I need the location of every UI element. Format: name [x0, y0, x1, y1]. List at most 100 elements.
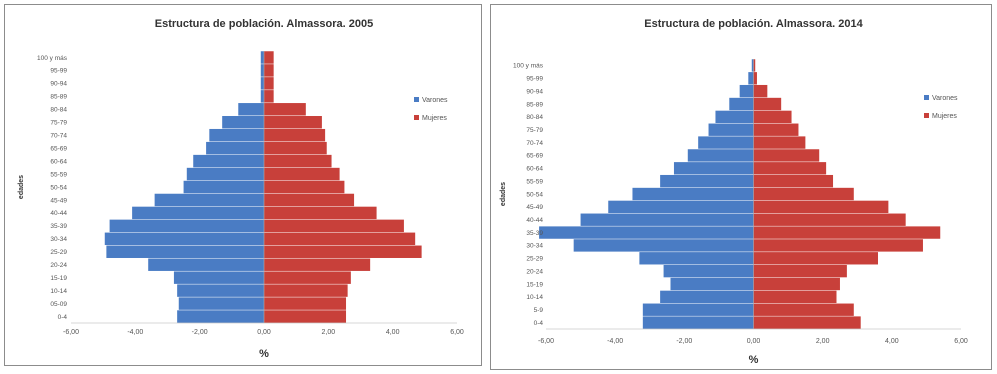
bar-varones-100-y-más [751, 59, 754, 72]
bar-mujeres-05-09 [264, 297, 347, 310]
x-tick-label: 0,00 [747, 338, 761, 345]
bar-varones-50-54 [632, 187, 754, 201]
bar-varones-05-09 [178, 297, 264, 310]
x-tick-label: -6,00 [63, 329, 79, 336]
population-pyramid-2014: Estructura de población. Almassora. 2014… [500, 18, 968, 366]
y-tick-label: 35-39 [526, 230, 543, 237]
bar-varones-60-64 [193, 154, 264, 168]
y-tick-label: 60-64 [50, 158, 67, 165]
y-tick-label: 15-19 [50, 275, 67, 282]
y-tick-label: 45-49 [526, 204, 543, 211]
bar-varones-90-94 [739, 84, 754, 98]
bar-mujeres-65-69 [264, 141, 327, 155]
y-tick-label: 50-54 [50, 184, 67, 191]
bar-mujeres-15-19 [753, 277, 840, 291]
y-tick-label: 85-89 [50, 94, 67, 101]
y-axis-label: edades [18, 175, 25, 199]
bar-mujeres-35-39 [753, 226, 941, 239]
bar-mujeres-0-4 [264, 310, 347, 323]
bar-mujeres-80-84 [753, 110, 792, 124]
bar-mujeres-5-9 [753, 303, 854, 316]
chart-title: Estructura de población. Almassora. 2005 [155, 18, 373, 30]
bar-varones-5-9 [642, 303, 754, 316]
bar-varones-45-49 [154, 193, 264, 207]
bar-mujeres-50-54 [753, 187, 854, 201]
y-tick-label: 65-69 [50, 145, 67, 152]
bar-varones-45-49 [608, 200, 754, 214]
bar-varones-80-84 [715, 110, 754, 124]
bar-varones-35-39 [539, 226, 754, 239]
bar-mujeres-100-y-más [753, 59, 756, 72]
x-tick-label: 2,00 [322, 329, 336, 336]
y-tick-label: 25-29 [526, 256, 543, 263]
x-tick-label: -2,00 [676, 338, 692, 345]
x-tick-label: -4,00 [607, 338, 623, 345]
bar-mujeres-90-94 [753, 84, 768, 98]
bar-mujeres-65-69 [753, 149, 820, 162]
y-tick-label: 75-79 [526, 127, 543, 134]
bar-mujeres-90-94 [264, 77, 274, 90]
bar-varones-95-99 [260, 64, 264, 77]
bar-varones-20-24 [663, 264, 754, 278]
legend-label-mujeres: Mujeres [932, 113, 957, 120]
bar-mujeres-70-74 [264, 128, 326, 142]
bar-varones-20-24 [148, 258, 264, 271]
bar-mujeres-40-44 [264, 206, 377, 220]
x-tick-label: 6,00 [954, 338, 968, 345]
bar-varones-65-69 [206, 141, 264, 155]
y-tick-label: 55-59 [50, 171, 67, 178]
y-tick-label: 50-54 [526, 191, 543, 198]
y-tick-label: 25-29 [50, 249, 67, 256]
y-tick-label: 0-4 [534, 320, 544, 327]
bar-varones-65-69 [687, 149, 754, 162]
bar-mujeres-30-34 [264, 232, 416, 246]
bar-mujeres-50-54 [264, 180, 345, 194]
legend-swatch-varones [414, 97, 419, 102]
bar-varones-55-59 [186, 167, 264, 181]
bar-varones-95-99 [748, 72, 754, 85]
bar-mujeres-0-4 [753, 316, 861, 329]
y-tick-label: 55-59 [526, 178, 543, 185]
x-tick-label: 0,00 [257, 329, 271, 336]
y-tick-label: 85-89 [526, 101, 543, 108]
bar-varones-30-34 [104, 232, 265, 246]
y-tick-label: 75-79 [50, 120, 67, 127]
bar-varones-60-64 [673, 162, 754, 175]
y-axis-label: edades [500, 182, 507, 206]
bar-varones-75-79 [708, 123, 754, 136]
bar-varones-10-14 [660, 290, 754, 304]
bar-mujeres-10-14 [753, 290, 837, 304]
bar-mujeres-80-84 [264, 103, 306, 116]
legend-swatch-varones [924, 95, 929, 100]
bar-varones-35-39 [109, 219, 264, 233]
chart-panel-2005: Estructura de población. Almassora. 2005… [4, 4, 482, 366]
bar-mujeres-85-89 [753, 97, 782, 111]
bar-mujeres-60-64 [753, 162, 827, 175]
bar-mujeres-85-89 [264, 90, 274, 103]
x-tick-label: 4,00 [885, 338, 899, 345]
bar-varones-40-44 [580, 213, 754, 226]
y-tick-label: 65-69 [526, 153, 543, 160]
bar-mujeres-95-99 [264, 64, 274, 77]
bar-varones-85-89 [729, 97, 754, 111]
bar-varones-70-74 [698, 136, 754, 149]
y-tick-label: 100 y más [37, 55, 68, 62]
y-tick-label: 60-64 [526, 166, 543, 173]
x-axis-label: % [749, 354, 759, 366]
bar-varones-90-94 [260, 77, 264, 90]
y-tick-label: 90-94 [50, 81, 67, 88]
bar-mujeres-40-44 [753, 213, 906, 226]
x-tick-label: 4,00 [386, 329, 400, 336]
y-tick-label: 0-4 [58, 314, 68, 321]
y-tick-label: 20-24 [526, 268, 543, 275]
y-tick-label: 15-19 [526, 281, 543, 288]
bar-mujeres-10-14 [264, 284, 348, 297]
y-tick-label: 35-39 [50, 223, 67, 230]
bar-mujeres-35-39 [264, 219, 404, 233]
y-tick-label: 70-74 [50, 132, 67, 139]
bar-varones-10-14 [177, 284, 264, 297]
bar-mujeres-70-74 [753, 136, 806, 149]
y-tick-label: 45-49 [50, 197, 67, 204]
bar-varones-0-4 [642, 316, 754, 329]
bar-mujeres-55-59 [753, 174, 834, 188]
